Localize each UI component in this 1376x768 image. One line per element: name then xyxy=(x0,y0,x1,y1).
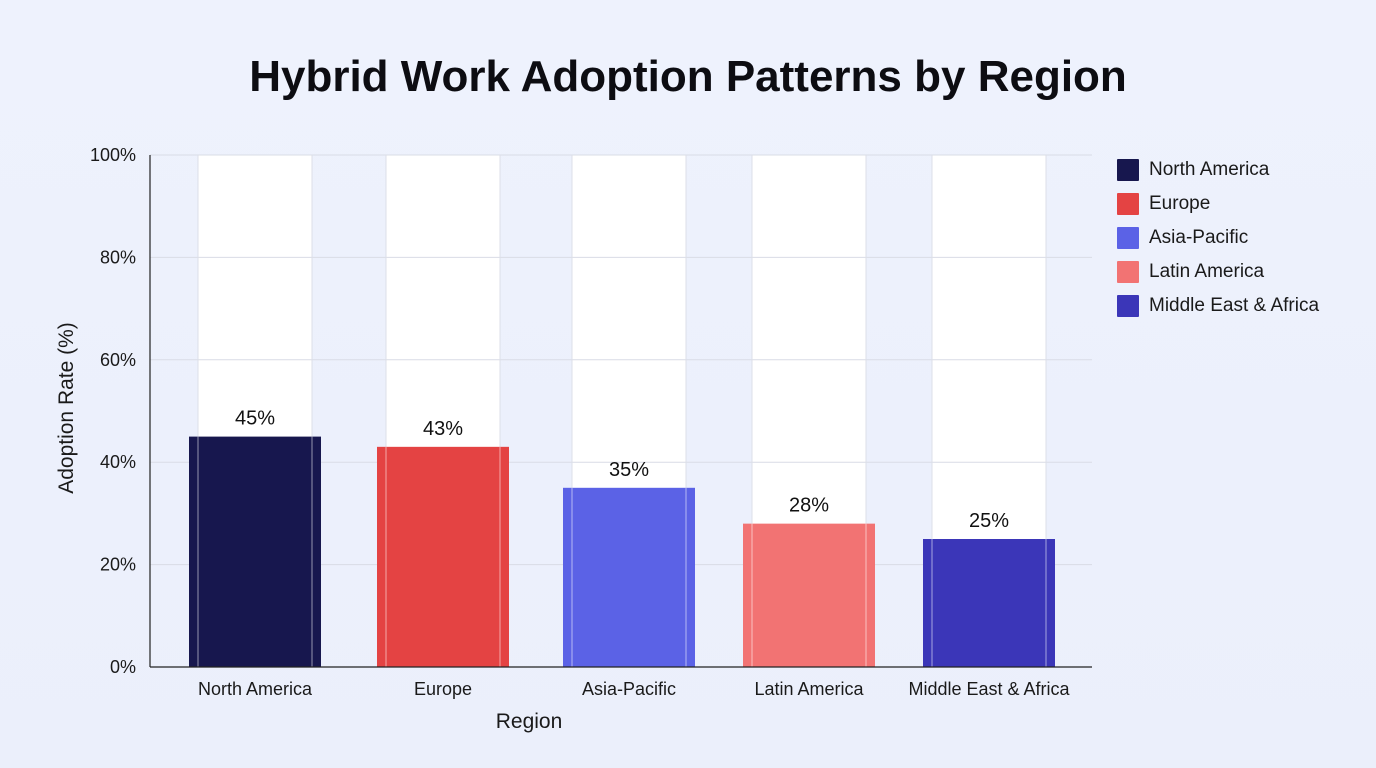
legend-label: Asia-Pacific xyxy=(1149,227,1249,248)
value-label: 35% xyxy=(609,459,649,481)
legend-item: Europe xyxy=(1117,187,1319,221)
x-tick-label: Middle East & Africa xyxy=(908,679,1070,699)
y-tick-label: 60% xyxy=(100,350,136,370)
bar-latin-america xyxy=(743,523,875,667)
value-label: 45% xyxy=(235,408,275,430)
x-tick-label: Europe xyxy=(414,679,472,699)
legend-swatch xyxy=(1117,295,1139,317)
bar-middle-east-africa xyxy=(923,539,1055,667)
bars xyxy=(189,436,1055,667)
x-tick-label: Latin America xyxy=(754,679,864,699)
legend-item: Latin America xyxy=(1117,255,1319,289)
y-tick-label: 0% xyxy=(110,657,136,677)
legend-label: Europe xyxy=(1149,193,1211,214)
legend: North America Europe Asia-Pacific Latin Ame… xyxy=(1117,153,1319,323)
y-tick-label: 40% xyxy=(100,452,136,472)
value-labels: 45% 43% 35% 28% 25% xyxy=(235,408,1009,532)
value-label: 28% xyxy=(789,495,829,517)
legend-swatch xyxy=(1117,227,1139,249)
legend-item: North America xyxy=(1117,153,1319,187)
x-tick-label: Asia-Pacific xyxy=(582,679,676,699)
x-tick-label: North America xyxy=(198,679,313,699)
legend-label: Latin America xyxy=(1149,261,1265,282)
y-tick-label: 80% xyxy=(100,247,136,267)
legend-swatch xyxy=(1117,159,1139,181)
axes xyxy=(149,155,1092,668)
legend-item: Middle East & Africa xyxy=(1117,289,1319,323)
y-tick-labels: 0% 20% 40% 60% 80% 100% xyxy=(90,145,136,677)
legend-swatch xyxy=(1117,193,1139,215)
legend-swatch xyxy=(1117,261,1139,283)
x-axis-title: Region xyxy=(496,710,563,733)
legend-item: Asia-Pacific xyxy=(1117,221,1319,255)
bar-north-america xyxy=(189,436,321,667)
value-label: 25% xyxy=(969,510,1009,532)
y-tick-label: 20% xyxy=(100,555,136,575)
y-axis-title: Adoption Rate (%) xyxy=(55,322,78,494)
value-label: 43% xyxy=(423,418,463,440)
legend-label: Middle East & Africa xyxy=(1149,295,1320,316)
legend-label: North America xyxy=(1149,159,1270,180)
bar-asia-pacific xyxy=(563,487,695,667)
x-tick-labels: North America Europe Asia-Pacific Latin Ame… xyxy=(198,679,1071,699)
chart-title: Hybrid Work Adoption Patterns by Region xyxy=(249,52,1127,101)
y-tick-label: 100% xyxy=(90,145,136,165)
bar-europe xyxy=(377,446,509,667)
